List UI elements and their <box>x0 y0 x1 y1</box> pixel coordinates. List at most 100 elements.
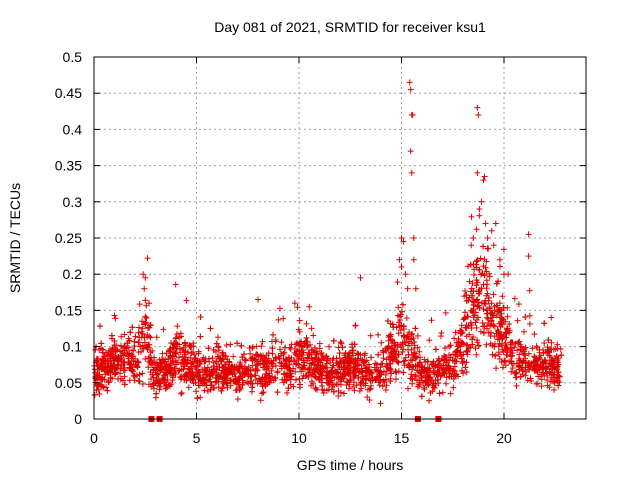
data-point <box>174 323 181 330</box>
data-point <box>418 374 425 381</box>
data-point <box>404 385 411 392</box>
data-point <box>366 397 373 404</box>
data-point <box>511 369 518 376</box>
data-point <box>301 362 308 369</box>
data-point <box>134 364 141 371</box>
data-point <box>377 376 384 383</box>
data-point <box>355 351 362 358</box>
data-point <box>107 368 114 375</box>
data-point <box>474 257 481 264</box>
data-point <box>210 384 217 391</box>
data-point <box>434 376 441 383</box>
data-point <box>394 312 401 319</box>
data-point <box>377 400 384 407</box>
data-point <box>503 343 510 350</box>
data-point <box>105 379 112 386</box>
data-point <box>482 297 489 304</box>
data-point <box>522 344 529 351</box>
data-point <box>354 350 361 357</box>
data-point <box>408 371 415 378</box>
data-point <box>167 352 174 359</box>
data-point <box>359 373 366 380</box>
x-tick-label: 20 <box>496 430 512 446</box>
data-point <box>139 325 146 332</box>
data-point <box>450 384 457 391</box>
data-point <box>131 338 138 345</box>
data-point <box>451 335 458 342</box>
data-point <box>414 332 421 339</box>
data-point <box>128 351 135 358</box>
data-point <box>476 212 483 219</box>
data-point <box>309 359 316 366</box>
data-point <box>101 353 108 360</box>
data-point <box>215 347 222 354</box>
data-point <box>522 313 529 320</box>
data-point <box>207 378 214 385</box>
data-point <box>347 367 354 374</box>
data-point <box>412 325 419 332</box>
data-point <box>352 322 359 329</box>
data-point <box>193 388 200 395</box>
data-point <box>473 337 480 344</box>
data-point <box>398 323 405 330</box>
data-point <box>443 380 450 387</box>
data-point <box>207 373 214 380</box>
data-point <box>470 261 477 268</box>
data-point <box>239 354 246 361</box>
data-point <box>121 343 128 350</box>
data-point <box>492 352 499 359</box>
data-point <box>521 350 528 357</box>
data-point <box>245 373 252 380</box>
data-point <box>310 349 317 356</box>
data-point <box>136 371 143 378</box>
data-point <box>269 373 276 380</box>
data-point <box>296 381 303 388</box>
data-point <box>394 279 401 286</box>
data-point <box>95 386 102 393</box>
data-point <box>185 384 192 391</box>
data-point <box>246 344 253 351</box>
data-point <box>129 368 136 375</box>
data-point <box>259 383 266 390</box>
data-point <box>174 359 181 366</box>
data-point <box>278 360 285 367</box>
data-point <box>481 323 488 330</box>
data-point <box>409 111 416 118</box>
data-point <box>362 376 369 383</box>
data-point <box>233 386 240 393</box>
data-point <box>351 357 358 364</box>
data-point <box>458 330 465 337</box>
data-point <box>184 357 191 364</box>
data-point <box>484 245 491 252</box>
data-point <box>293 376 300 383</box>
data-point <box>324 355 331 362</box>
data-point <box>101 376 108 383</box>
data-point <box>195 382 202 389</box>
data-point <box>210 363 217 370</box>
data-point <box>424 366 431 373</box>
data-point <box>541 340 548 347</box>
data-point <box>284 389 291 396</box>
y-tick-label: 0.45 <box>55 85 82 101</box>
data-point <box>139 345 146 352</box>
data-point <box>514 339 521 346</box>
data-point <box>555 382 562 389</box>
data-point <box>498 332 505 339</box>
data-point <box>328 377 335 384</box>
y-axis-ticks: 0 0.05 0.1 0.15 0.2 0.25 0.3 0.35 0.4 0.45 0.5 <box>55 49 586 427</box>
data-point <box>459 329 466 336</box>
data-point <box>247 367 254 374</box>
data-point <box>498 314 505 321</box>
data-point <box>413 377 420 384</box>
data-point <box>153 334 160 341</box>
data-point <box>526 320 533 327</box>
data-point <box>300 349 307 356</box>
data-point <box>304 354 311 361</box>
data-point <box>239 365 246 372</box>
data-point <box>533 363 540 370</box>
data-point <box>473 351 480 358</box>
data-point <box>213 340 220 347</box>
data-point <box>422 378 429 385</box>
data-point <box>285 364 292 371</box>
data-point <box>100 359 107 366</box>
